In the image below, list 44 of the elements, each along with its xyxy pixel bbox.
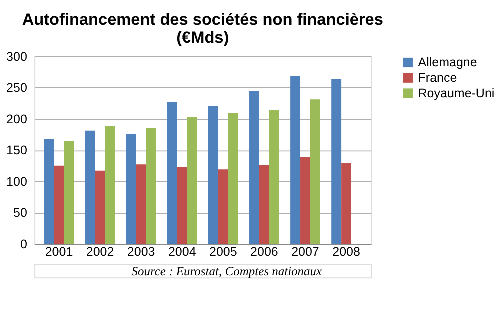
bar (208, 106, 218, 244)
bar (250, 91, 260, 244)
bar (85, 130, 96, 244)
y-tick-label: 250 (6, 81, 28, 96)
bar (332, 78, 342, 244)
y-tick-label: 300 (6, 50, 28, 64)
y-tick-label: 0 (20, 237, 28, 252)
bar (54, 166, 64, 244)
x-tick-label: 2005 (210, 245, 238, 259)
y-tick-label: 100 (6, 174, 28, 189)
x-tick-label: 2001 (45, 245, 74, 259)
x-tick-label: 2004 (168, 245, 196, 259)
bar (126, 134, 136, 244)
bar (177, 167, 188, 244)
bar (44, 138, 54, 244)
x-tick-label: 2006 (250, 245, 278, 259)
bar (95, 170, 106, 244)
bar (167, 102, 178, 244)
legend-label: Allemagne (418, 56, 478, 70)
bar (269, 110, 280, 244)
bar (64, 141, 74, 244)
legend-label: France (418, 70, 458, 85)
x-tick-label: 2008 (332, 245, 360, 259)
bar (310, 100, 320, 244)
y-tick-label: 150 (6, 144, 28, 158)
bar (290, 76, 301, 244)
bar (187, 117, 198, 244)
x-tick-label: 2002 (86, 245, 114, 259)
y-tick-label: 200 (6, 112, 28, 126)
bar (218, 170, 228, 244)
bar (146, 128, 156, 244)
x-tick-label: 2003 (127, 245, 156, 259)
text: (€Mds) (176, 29, 230, 48)
source-note: Source : Eurostat, Comptes nationaux (132, 264, 323, 279)
bar (342, 163, 352, 244)
x-tick-label: 2007 (292, 245, 320, 259)
text: Autofinancement des sociétés non financières (22, 10, 384, 29)
bar (300, 157, 310, 244)
bar (136, 164, 146, 244)
legend-label: Royaume-Uni (418, 86, 495, 100)
y-tick-label: 50 (14, 206, 28, 220)
bar (259, 165, 270, 244)
bar (105, 126, 116, 244)
bar (228, 113, 238, 244)
